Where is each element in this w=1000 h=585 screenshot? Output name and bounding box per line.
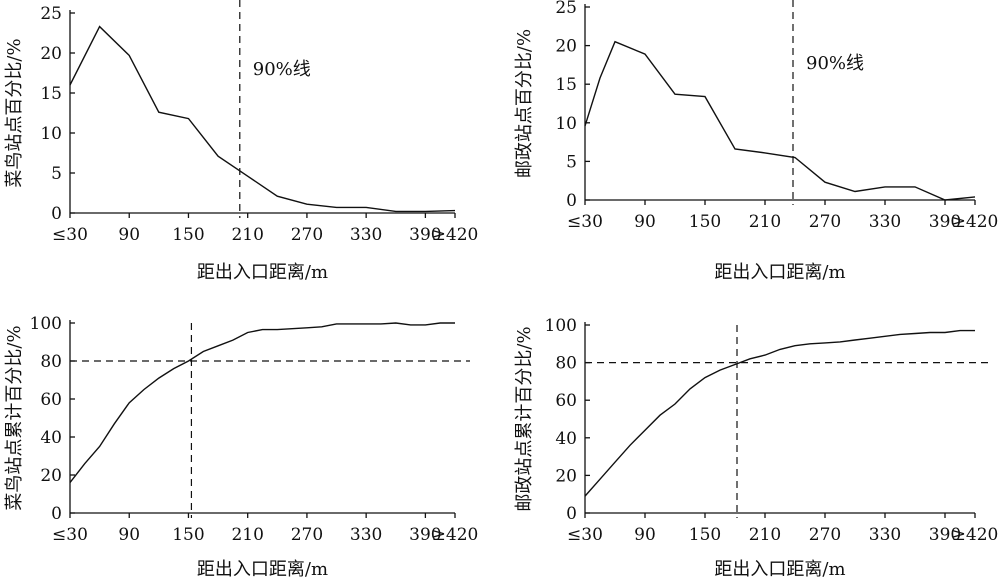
panel2-x-tick-label: 150 <box>689 212 721 232</box>
panel4-y-tick-label: 0 <box>566 504 577 524</box>
panel3-y-tick-label: 60 <box>40 390 62 410</box>
panel1-x-tick-label: 390 <box>409 225 441 245</box>
panel3-y-tick-label: 0 <box>51 504 62 524</box>
panel4-x-tick-label: 270 <box>809 525 841 545</box>
panel1-y-tick-label: 10 <box>40 124 62 144</box>
panel2-x-tick-label: 90 <box>634 212 656 232</box>
panel2-x-tick-label: ≤30 <box>567 212 603 232</box>
panel2-reference-label: 90%线 <box>806 53 864 74</box>
panel3-x-tick-label: 150 <box>172 525 204 545</box>
panel1-x-tick-label: 270 <box>291 225 323 245</box>
panel3-x-tick-label: 210 <box>231 525 263 545</box>
panel3-x-tick-label: 270 <box>291 525 323 545</box>
panel1-y-tick-label: 5 <box>51 164 62 184</box>
panel2-y-tick-label: 0 <box>566 191 577 211</box>
panel3-x-tick-label: ≥420 <box>432 525 479 545</box>
panel3-x-tick-label: 330 <box>350 525 382 545</box>
panel2-x-tick-label: ≥420 <box>952 212 999 232</box>
panel3-x-axis-title: 距出入口距离/m <box>197 559 328 580</box>
panel2-x-tick-label: 390 <box>929 212 961 232</box>
panel3-y-axis-title: 菜鸟站点累计百分比/% <box>4 325 25 510</box>
panel1-x-tick-label: 330 <box>350 225 382 245</box>
panel4-y-tick-label: 60 <box>555 391 577 411</box>
panel1-reference-label: 90%线 <box>253 59 311 80</box>
panel4-y-tick-label: 40 <box>555 429 577 449</box>
panel2-x-tick-label: 330 <box>869 212 901 232</box>
panel3-y-tick-label: 100 <box>30 314 62 334</box>
panel3-y-tick-label: 20 <box>40 466 62 486</box>
panel2-x-axis-title: 距出入口距离/m <box>714 262 845 283</box>
panel2-y-tick-label: 15 <box>555 75 577 95</box>
panel1-x-axis-title: 距出入口距离/m <box>197 262 328 283</box>
panel2-x-tick-label: 210 <box>749 212 781 232</box>
panel1-y-tick-label: 25 <box>40 4 62 24</box>
panel4-x-tick-label: 90 <box>634 525 656 545</box>
panel4-y-tick-label: 100 <box>545 316 577 336</box>
panel2-y-axis-title: 邮政站点百分比/% <box>514 29 535 178</box>
panel2-y-tick-label: 10 <box>555 114 577 134</box>
panel3-x-tick-label: 390 <box>409 525 441 545</box>
panel4-series-line <box>584 329 975 497</box>
panel1-series-line <box>69 25 456 213</box>
panel3-y-tick-label: 80 <box>40 352 62 372</box>
panel3-x-tick-label: 90 <box>118 525 140 545</box>
panel2-y-tick-label: 20 <box>555 37 577 57</box>
panel1-x-tick-label: 150 <box>172 225 204 245</box>
panel1-y-tick-label: 15 <box>40 84 62 104</box>
panel1-y-axis-title: 菜鸟站点百分比/% <box>4 38 25 187</box>
panel4-x-tick-label: 390 <box>929 525 961 545</box>
panel1-x-tick-label: ≥420 <box>432 225 479 245</box>
panel4-y-tick-label: 20 <box>555 466 577 486</box>
panel4-x-axis-title: 距出入口距离/m <box>714 559 845 580</box>
panel2-series-line <box>584 40 976 201</box>
panel4-x-tick-label: ≥420 <box>952 525 999 545</box>
panel4-x-tick-label: 330 <box>869 525 901 545</box>
panel2-y-tick-label: 5 <box>566 152 577 172</box>
panel2-x-tick-label: 270 <box>809 212 841 232</box>
panel3-series-line <box>69 322 455 484</box>
panel1-y-tick-label: 0 <box>51 204 62 224</box>
panel1-y-tick-label: 20 <box>40 44 62 64</box>
panel4-x-tick-label: 150 <box>689 525 721 545</box>
panel4-x-tick-label: 210 <box>749 525 781 545</box>
panel3-x-tick-label: ≤30 <box>52 525 88 545</box>
panel1-x-tick-label: ≤30 <box>52 225 88 245</box>
panel4-y-tick-label: 80 <box>555 354 577 374</box>
panel1-x-tick-label: 90 <box>118 225 140 245</box>
panel4-x-tick-label: ≤30 <box>567 525 603 545</box>
panel1-x-tick-label: 210 <box>231 225 263 245</box>
panel3-y-tick-label: 40 <box>40 428 62 448</box>
panel2-y-tick-label: 25 <box>555 0 577 18</box>
panel4-y-axis-title: 邮政站点累计百分比/% <box>514 326 535 511</box>
